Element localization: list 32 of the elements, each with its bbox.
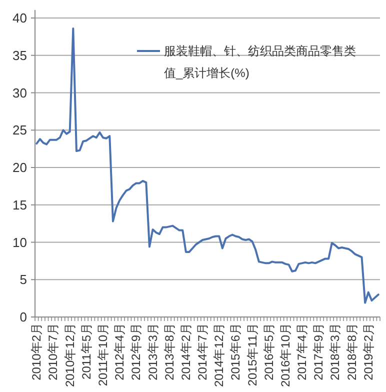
y-tick-label: 0 — [20, 310, 27, 324]
line-series — [36, 27, 380, 304]
y-tick-label: 40 — [12, 10, 27, 26]
x-tick-label: 2018年3月 — [328, 323, 342, 380]
x-tick-label: 2015年11月 — [245, 323, 260, 386]
y-tick-label: 20 — [12, 160, 27, 175]
x-tick-label: 2016年5月 — [262, 323, 276, 380]
x-tick-label: 2013年8月 — [162, 323, 176, 380]
x-tick-label: 2012年9月 — [129, 323, 144, 380]
x-tick-label: 2017年4月 — [295, 323, 310, 380]
y-tick-label: 30 — [12, 85, 27, 100]
x-tick-label: 2016年10月 — [278, 323, 292, 388]
legend-label: 服装鞋帽、针、纺织品类商品零售类值_累计增长(%) — [164, 44, 356, 80]
x-tick-label: 2013年3月 — [146, 323, 160, 380]
y-tick-label: 25 — [12, 122, 27, 138]
x-tick-label: 2012年4月 — [112, 323, 127, 380]
x-tick-label: 2018年8月 — [344, 323, 359, 380]
x-tick-label: 2014年12月 — [212, 323, 226, 388]
x-tick-label: 2015年6月 — [228, 323, 243, 380]
x-tick-label: 2010年7月 — [46, 323, 60, 380]
x-tick-label: 2014年2月 — [178, 323, 193, 380]
x-tick-label: 2019年2月 — [361, 323, 376, 380]
y-tick-label: 10 — [12, 234, 27, 250]
x-tick-label: 2014年7月 — [196, 323, 210, 380]
y-tick-label: 15 — [12, 197, 27, 212]
x-tick-label: 2011年10月 — [96, 323, 110, 386]
x-tick-label: 2010年2月 — [30, 323, 44, 380]
x-tick-label: 2017年9月 — [312, 323, 326, 380]
x-tick-label: 2010年12月 — [62, 323, 77, 388]
y-tick-label: 35 — [12, 48, 27, 63]
x-tick-label: 2011年5月 — [79, 323, 94, 380]
y-tick-label: 5 — [20, 272, 27, 288]
